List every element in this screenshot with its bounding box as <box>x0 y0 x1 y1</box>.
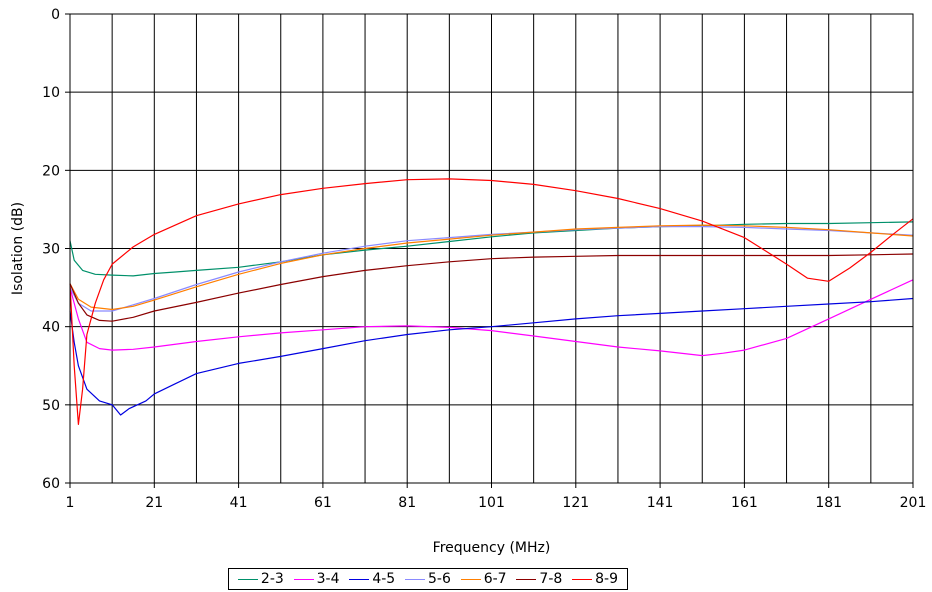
y-tick-label: 50 <box>42 398 60 414</box>
legend-swatch <box>405 578 426 580</box>
x-tick-label: 41 <box>230 495 248 511</box>
x-tick-label: 121 <box>562 495 589 511</box>
series-line-4-5 <box>69 297 914 416</box>
legend-swatch <box>516 578 537 580</box>
x-tick-label: 61 <box>314 495 332 511</box>
y-tick-label: 60 <box>42 476 60 492</box>
legend-label: 8-9 <box>595 571 618 587</box>
series-line-8-9 <box>69 178 914 425</box>
legend-item: 4-5 <box>349 571 395 587</box>
legend-item: 7-8 <box>516 571 562 587</box>
x-axis-ticks: 1 21 41 61 81 101 121 141 161 181 201 <box>66 483 927 511</box>
legend-label: 7-8 <box>539 571 563 587</box>
y-tick-label: 30 <box>42 242 60 258</box>
x-tick-label: 1 <box>66 495 75 511</box>
y-tick-label: 20 <box>42 163 60 179</box>
legend-label: 6-7 <box>483 571 507 587</box>
series-layer <box>69 178 914 425</box>
y-axis-title: Isolation (dB) <box>10 202 26 295</box>
legend-item: 5-6 <box>405 571 451 587</box>
y-tick-label: 40 <box>42 320 60 336</box>
x-tick-label: 81 <box>398 495 416 511</box>
legend-item: 6-7 <box>460 571 507 587</box>
x-tick-label: 161 <box>731 495 758 511</box>
y-axis-ticks: 0 10 20 30 40 50 60 <box>42 7 70 492</box>
legend-swatch <box>460 578 481 580</box>
legend-item: 8-9 <box>572 571 618 587</box>
x-tick-label: 181 <box>815 495 842 511</box>
x-tick-label: 21 <box>145 495 163 511</box>
chart-legend: 2-3 3-4 4-5 5-6 6-7 7-8 8-9 <box>228 568 628 590</box>
x-tick-label: 141 <box>647 495 674 511</box>
legend-item: 2-3 <box>237 571 284 587</box>
x-tick-label: 201 <box>900 495 927 511</box>
series-line-3-4 <box>69 279 914 357</box>
legend-label: 5-6 <box>428 571 451 587</box>
series-line-2-3 <box>69 221 914 277</box>
series-line-5-6 <box>69 226 914 312</box>
legend-swatch <box>349 578 370 580</box>
legend-item: 3-4 <box>293 571 340 587</box>
y-tick-label: 10 <box>42 85 60 101</box>
legend-swatch <box>293 578 314 580</box>
legend-label: 4-5 <box>372 571 396 587</box>
series-line-6-7 <box>69 224 914 311</box>
x-tick-label: 101 <box>478 495 505 511</box>
series-line-7-8 <box>69 253 914 322</box>
legend-swatch <box>572 578 593 580</box>
legend-swatch <box>237 578 258 580</box>
x-axis-title: Frequency (MHz) <box>433 540 551 556</box>
y-tick-label: 0 <box>51 7 60 23</box>
chart-grid <box>69 13 914 484</box>
legend-label: 3-4 <box>316 571 340 587</box>
legend-label: 2-3 <box>260 571 284 587</box>
